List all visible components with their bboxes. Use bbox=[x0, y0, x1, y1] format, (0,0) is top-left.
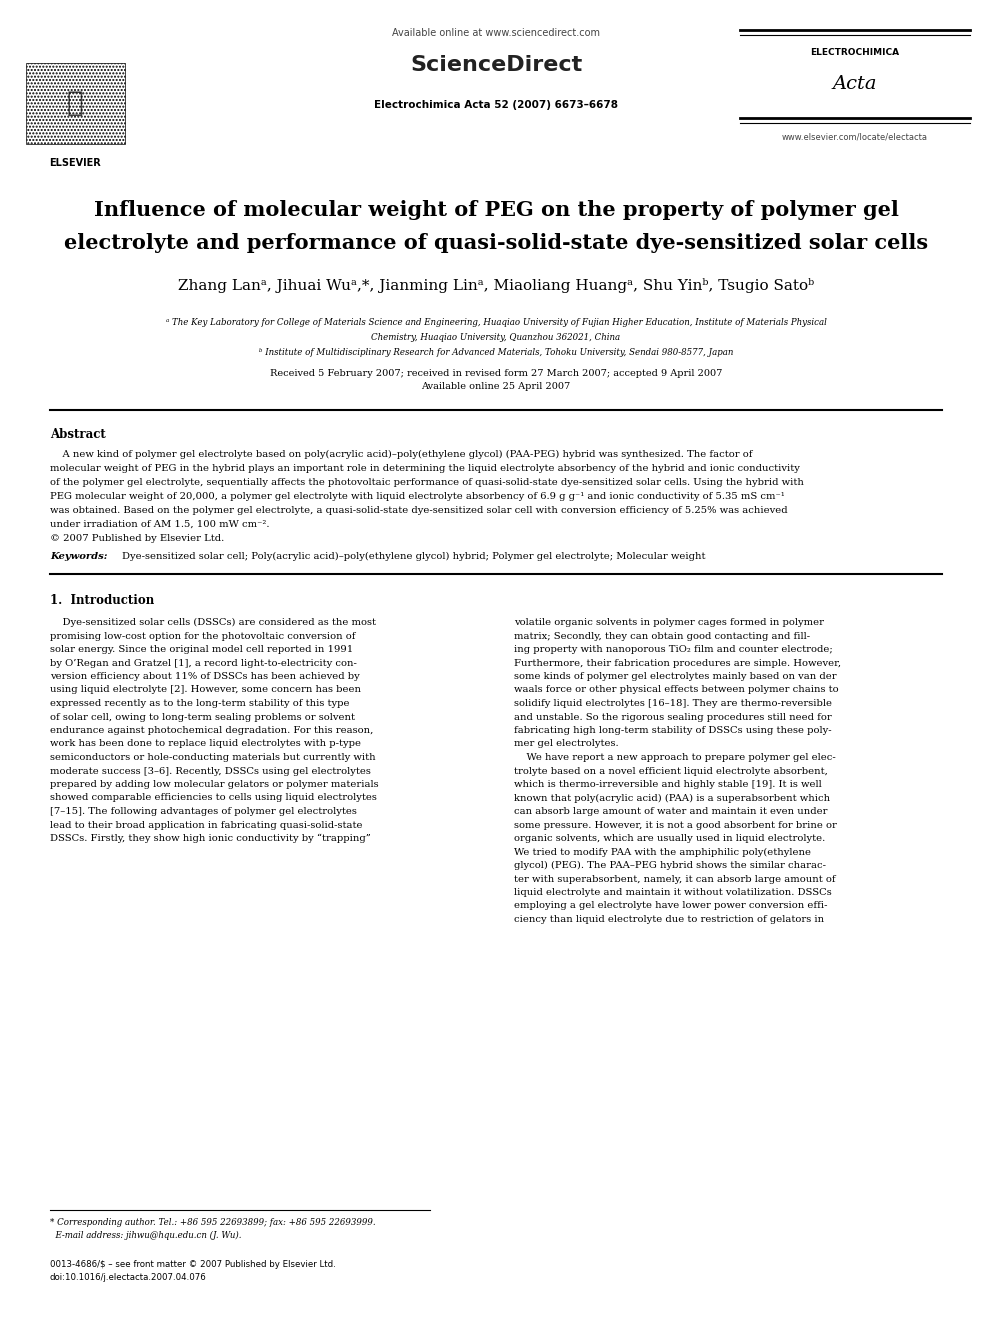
Text: work has been done to replace liquid electrolytes with p-type: work has been done to replace liquid ele… bbox=[50, 740, 361, 749]
Text: prepared by adding low molecular gelators or polymer materials: prepared by adding low molecular gelator… bbox=[50, 781, 379, 789]
Text: Furthermore, their fabrication procedures are simple. However,: Furthermore, their fabrication procedure… bbox=[514, 659, 841, 668]
Text: known that poly(acrylic acid) (PAA) is a superabsorbent which: known that poly(acrylic acid) (PAA) is a… bbox=[514, 794, 830, 803]
Text: Zhang Lanᵃ, Jihuai Wuᵃ,*, Jianming Linᵃ, Miaoliang Huangᵃ, Shu Yinᵇ, Tsugio Sato: Zhang Lanᵃ, Jihuai Wuᵃ,*, Jianming Linᵃ,… bbox=[178, 278, 814, 292]
Text: Electrochimica Acta 52 (2007) 6673–6678: Electrochimica Acta 52 (2007) 6673–6678 bbox=[374, 101, 618, 110]
Text: glycol) (PEG). The PAA–PEG hybrid shows the similar charac-: glycol) (PEG). The PAA–PEG hybrid shows … bbox=[514, 861, 826, 871]
Text: ᵃ The Key Laboratory for College of Materials Science and Engineering, Huaqiao U: ᵃ The Key Laboratory for College of Mate… bbox=[166, 318, 826, 327]
Text: We tried to modify PAA with the amphiphilic poly(ethylene: We tried to modify PAA with the amphiphi… bbox=[514, 848, 811, 856]
Text: employing a gel electrolyte have lower power conversion effi-: employing a gel electrolyte have lower p… bbox=[514, 901, 827, 910]
Text: and unstable. So the rigorous sealing procedures still need for: and unstable. So the rigorous sealing pr… bbox=[514, 713, 831, 721]
Text: organic solvents, which are usually used in liquid electrolyte.: organic solvents, which are usually used… bbox=[514, 833, 825, 843]
Text: electrolyte and performance of quasi-solid-state dye-sensitized solar cells: electrolyte and performance of quasi-sol… bbox=[63, 233, 929, 253]
Text: semiconductors or hole-conducting materials but currently with: semiconductors or hole-conducting materi… bbox=[50, 753, 376, 762]
Text: which is thermo-irreversible and highly stable [19]. It is well: which is thermo-irreversible and highly … bbox=[514, 781, 821, 789]
Text: ELSEVIER: ELSEVIER bbox=[50, 157, 101, 168]
Text: trolyte based on a novel efficient liquid electrolyte absorbent,: trolyte based on a novel efficient liqui… bbox=[514, 766, 828, 775]
Text: PEG molecular weight of 20,000, a polymer gel electrolyte with liquid electrolyt: PEG molecular weight of 20,000, a polyme… bbox=[50, 492, 785, 501]
Text: ter with superabsorbent, namely, it can absorb large amount of: ter with superabsorbent, namely, it can … bbox=[514, 875, 835, 884]
Text: lead to their broad application in fabricating quasi-solid-state: lead to their broad application in fabri… bbox=[50, 820, 362, 830]
Text: can absorb large amount of water and maintain it even under: can absorb large amount of water and mai… bbox=[514, 807, 827, 816]
Text: by O’Regan and Gratzel [1], a record light-to-electricity con-: by O’Regan and Gratzel [1], a record lig… bbox=[50, 659, 357, 668]
Text: endurance against photochemical degradation. For this reason,: endurance against photochemical degradat… bbox=[50, 726, 373, 736]
Text: ScienceDirect: ScienceDirect bbox=[410, 56, 582, 75]
Text: promising low-cost option for the photovoltaic conversion of: promising low-cost option for the photov… bbox=[50, 631, 355, 640]
Text: Available online at www.sciencedirect.com: Available online at www.sciencedirect.co… bbox=[392, 28, 600, 38]
Text: 1.  Introduction: 1. Introduction bbox=[50, 594, 154, 607]
Text: fabricating high long-term stability of DSSCs using these poly-: fabricating high long-term stability of … bbox=[514, 726, 831, 736]
Text: © 2007 Published by Elsevier Ltd.: © 2007 Published by Elsevier Ltd. bbox=[50, 534, 224, 542]
Text: www.elsevier.com/locate/electacta: www.elsevier.com/locate/electacta bbox=[782, 134, 928, 142]
Text: moderate success [3–6]. Recently, DSSCs using gel electrolytes: moderate success [3–6]. Recently, DSSCs … bbox=[50, 766, 371, 775]
Text: We have report a new approach to prepare polymer gel elec-: We have report a new approach to prepare… bbox=[514, 753, 835, 762]
Text: showed comparable efficiencies to cells using liquid electrolytes: showed comparable efficiencies to cells … bbox=[50, 794, 377, 803]
Text: some pressure. However, it is not a good absorbent for brine or: some pressure. However, it is not a good… bbox=[514, 820, 837, 830]
Text: A new kind of polymer gel electrolyte based on poly(acrylic acid)–poly(ethylene : A new kind of polymer gel electrolyte ba… bbox=[50, 450, 753, 459]
Text: waals force or other physical effects between polymer chains to: waals force or other physical effects be… bbox=[514, 685, 838, 695]
Text: Chemistry, Huaqiao University, Quanzhou 362021, China: Chemistry, Huaqiao University, Quanzhou … bbox=[371, 333, 621, 343]
Text: Received 5 February 2007; received in revised form 27 March 2007; accepted 9 Apr: Received 5 February 2007; received in re… bbox=[270, 369, 722, 378]
Text: version efficiency about 11% of DSSCs has been achieved by: version efficiency about 11% of DSSCs ha… bbox=[50, 672, 360, 681]
Text: Dye-sensitized solar cells (DSSCs) are considered as the most: Dye-sensitized solar cells (DSSCs) are c… bbox=[50, 618, 376, 627]
Text: 🌿: 🌿 bbox=[66, 89, 83, 116]
Text: of solar cell, owing to long-term sealing problems or solvent: of solar cell, owing to long-term sealin… bbox=[50, 713, 355, 721]
Text: doi:10.1016/j.electacta.2007.04.076: doi:10.1016/j.electacta.2007.04.076 bbox=[50, 1273, 206, 1282]
Text: E-mail address: jihwu@hqu.edu.cn (J. Wu).: E-mail address: jihwu@hqu.edu.cn (J. Wu)… bbox=[50, 1230, 241, 1240]
Text: DSSCs. Firstly, they show high ionic conductivity by “trapping”: DSSCs. Firstly, they show high ionic con… bbox=[50, 833, 371, 843]
Text: Keywords:: Keywords: bbox=[50, 552, 107, 561]
Text: using liquid electrolyte [2]. However, some concern has been: using liquid electrolyte [2]. However, s… bbox=[50, 685, 361, 695]
Text: 0013-4686/$ – see front matter © 2007 Published by Elsevier Ltd.: 0013-4686/$ – see front matter © 2007 Pu… bbox=[50, 1259, 335, 1269]
Text: matrix; Secondly, they can obtain good contacting and fill-: matrix; Secondly, they can obtain good c… bbox=[514, 631, 810, 640]
Text: molecular weight of PEG in the hybrid plays an important role in determining the: molecular weight of PEG in the hybrid pl… bbox=[50, 464, 800, 474]
Text: Abstract: Abstract bbox=[50, 429, 106, 441]
Text: Acta: Acta bbox=[832, 75, 877, 93]
Text: Influence of molecular weight of PEG on the property of polymer gel: Influence of molecular weight of PEG on … bbox=[93, 200, 899, 220]
Text: mer gel electrolytes.: mer gel electrolytes. bbox=[514, 740, 619, 749]
Text: volatile organic solvents in polymer cages formed in polymer: volatile organic solvents in polymer cag… bbox=[514, 618, 824, 627]
Text: Dye-sensitized solar cell; Poly(acrylic acid)–poly(ethylene glycol) hybrid; Poly: Dye-sensitized solar cell; Poly(acrylic … bbox=[122, 552, 705, 561]
Text: ᵇ Institute of Multidisciplinary Research for Advanced Materials, Tohoku Univers: ᵇ Institute of Multidisciplinary Researc… bbox=[259, 348, 733, 357]
Text: was obtained. Based on the polymer gel electrolyte, a quasi-solid-state dye-sens: was obtained. Based on the polymer gel e… bbox=[50, 505, 788, 515]
Text: * Corresponding author. Tel.: +86 595 22693899; fax: +86 595 22693999.: * Corresponding author. Tel.: +86 595 22… bbox=[50, 1218, 376, 1226]
Text: solar energy. Since the original model cell reported in 1991: solar energy. Since the original model c… bbox=[50, 646, 353, 654]
Text: ciency than liquid electrolyte due to restriction of gelators in: ciency than liquid electrolyte due to re… bbox=[514, 916, 824, 923]
Text: solidify liquid electrolytes [16–18]. They are thermo-reversible: solidify liquid electrolytes [16–18]. Th… bbox=[514, 699, 832, 708]
Text: ing property with nanoporous TiO₂ film and counter electrode;: ing property with nanoporous TiO₂ film a… bbox=[514, 646, 832, 654]
Text: ELECTROCHIMICA: ELECTROCHIMICA bbox=[810, 48, 900, 57]
Text: of the polymer gel electrolyte, sequentially affects the photovoltaic performanc: of the polymer gel electrolyte, sequenti… bbox=[50, 478, 804, 487]
Text: expressed recently as to the long-term stability of this type: expressed recently as to the long-term s… bbox=[50, 699, 349, 708]
Text: liquid electrolyte and maintain it without volatilization. DSSCs: liquid electrolyte and maintain it witho… bbox=[514, 888, 831, 897]
Text: Available online 25 April 2007: Available online 25 April 2007 bbox=[422, 382, 570, 392]
Text: [7–15]. The following advantages of polymer gel electrolytes: [7–15]. The following advantages of poly… bbox=[50, 807, 357, 816]
Text: under irradiation of AM 1.5, 100 mW cm⁻².: under irradiation of AM 1.5, 100 mW cm⁻²… bbox=[50, 520, 270, 529]
Text: some kinds of polymer gel electrolytes mainly based on van der: some kinds of polymer gel electrolytes m… bbox=[514, 672, 836, 681]
